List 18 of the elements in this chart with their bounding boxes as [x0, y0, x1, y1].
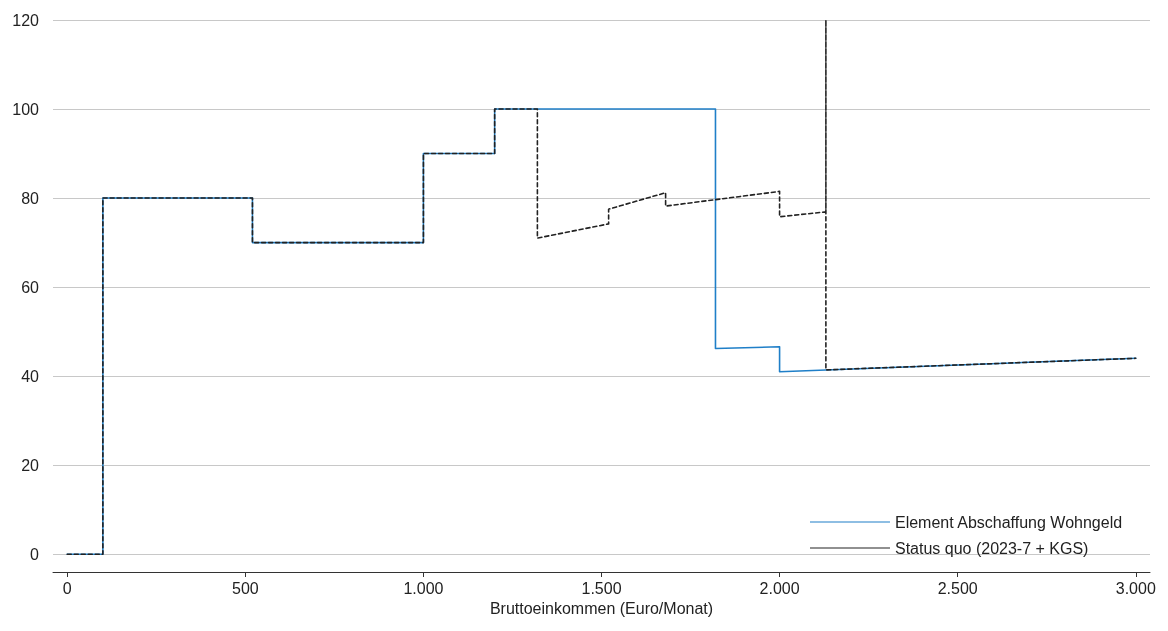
y-tick-label: 20 — [21, 456, 40, 474]
x-tick-label: 1.000 — [403, 579, 444, 597]
y-tick-label: 100 — [12, 100, 40, 118]
y-tick-label: 40 — [21, 367, 40, 385]
x-tick-label: 1.500 — [581, 579, 622, 597]
x-tick-label: 3.000 — [1115, 579, 1156, 597]
legend-label: Element Abschaffung Wohngeld — [894, 513, 1123, 531]
y-tick-label: 80 — [21, 189, 40, 207]
x-tick-label: 0 — [62, 579, 72, 597]
x-tick-label: 2.500 — [937, 579, 978, 597]
legend-label: Status quo (2023-7 + KGS) — [894, 539, 1089, 557]
x-axis-title: Bruttoeinkommen (Euro/Monat) — [489, 600, 714, 618]
y-tick-label: 60 — [21, 278, 40, 296]
line-series — [66, 19, 1137, 555]
y-tick-label: 0 — [30, 545, 40, 563]
x-tick-label: 2.000 — [759, 579, 800, 597]
x-tick-label: 500 — [231, 579, 259, 597]
y-tick-label: 120 — [12, 11, 40, 29]
